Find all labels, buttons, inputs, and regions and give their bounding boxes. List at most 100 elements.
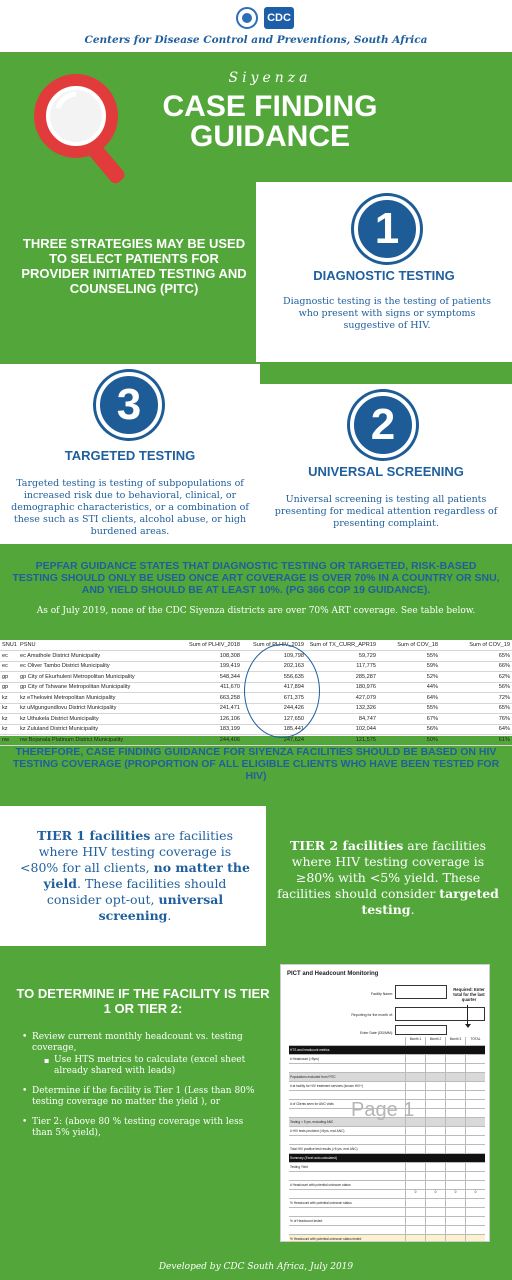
table-cell: 59,729 xyxy=(306,650,378,662)
form-row-cells xyxy=(405,1118,485,1126)
page-watermark: Page 1 xyxy=(351,1099,415,1121)
pepfar-statement: PEPFAR GUIDANCE STATES THAT DIAGNOSTIC T… xyxy=(12,560,500,596)
table-cell: 56% xyxy=(378,724,440,735)
table-cell: 285,287 xyxy=(306,671,378,683)
form-row-cells xyxy=(405,1181,485,1189)
number-2-badge: 2 xyxy=(350,392,416,458)
form-cell xyxy=(405,1145,425,1153)
form-row-label: HTS and headcount metrics xyxy=(290,1048,330,1052)
tier1-lead: TIER 1 facilities xyxy=(37,828,151,843)
form-row-label: # at facility for HIV treatment services… xyxy=(290,1084,364,1088)
form-row-label: # HIV tests provided (>5yrs, excl ANC) xyxy=(290,1129,345,1133)
form-cell xyxy=(445,1091,465,1099)
form-row-label: % Headcount with potential unknown statu… xyxy=(290,1237,362,1241)
form-cell xyxy=(425,1208,445,1216)
form-row: Summary (Excel auto-calculated) xyxy=(289,1154,485,1163)
diagnostic-desc: Diagnostic testing is the testing of pat… xyxy=(283,296,491,331)
table-cell: kz xyxy=(0,713,18,725)
table-cell: 62% xyxy=(440,671,512,683)
form-row xyxy=(289,1172,485,1181)
form-cell xyxy=(425,1082,445,1090)
form-row xyxy=(289,1208,485,1217)
form-cell xyxy=(465,1118,485,1126)
therefore-statement: THEREFORE, CASE FINDING GUIDANCE FOR SIY… xyxy=(12,746,500,782)
table-cell: gp City of Ekurhuleni Metropolitan Munic… xyxy=(18,671,170,683)
form-cell xyxy=(445,1226,465,1234)
tier2-emph-targeted: targeted testing xyxy=(361,886,499,917)
form-row: Testing > 5 yrs, excluding ANC xyxy=(289,1118,485,1127)
table-header-cell: Sum of COV_19 xyxy=(440,640,512,651)
form-cell xyxy=(445,1109,465,1117)
number-3-badge: 3 xyxy=(96,372,162,438)
form-row-cells xyxy=(405,1073,485,1081)
form-cell xyxy=(465,1208,485,1216)
date-label: Enter Date (DD/MM): xyxy=(360,1031,393,1035)
form-cell xyxy=(445,1118,465,1126)
table-cell: 55% xyxy=(378,703,440,714)
required-note: Required: Enter total for the last quart… xyxy=(453,987,485,1002)
form-cell xyxy=(465,1136,485,1144)
form-cell xyxy=(405,1217,425,1225)
form-row xyxy=(289,1064,485,1073)
form-cell xyxy=(445,1073,465,1081)
table-cell: 121,575 xyxy=(306,734,378,746)
form-cell xyxy=(425,1064,445,1072)
diagnostic-title: DIAGNOSTIC TESTING xyxy=(313,268,455,283)
form-cell xyxy=(465,1082,485,1090)
table-cell: 50% xyxy=(378,734,440,746)
tier1-mid: are facilities where HIV testing coverag… xyxy=(20,828,233,875)
form-row-cells xyxy=(405,1082,485,1090)
form-columns: Month 1 Month 2 Month 3 TOTAL xyxy=(405,1037,485,1045)
form-cell xyxy=(425,1172,445,1180)
determine-title: TO DETERMINE IF THE FACILITY IS TIER 1 O… xyxy=(16,986,270,1016)
facility-label: Facility Name: xyxy=(370,992,393,996)
form-cell xyxy=(445,1172,465,1180)
form-cell xyxy=(445,1199,465,1207)
form-row-cells xyxy=(405,1055,485,1063)
table-header-cell: SNU1 xyxy=(0,640,18,651)
form-cell xyxy=(425,1217,445,1225)
form-cell xyxy=(445,1217,465,1225)
form-cell xyxy=(445,1208,465,1216)
targeted-title: TARGETED TESTING xyxy=(64,448,196,463)
table-cell: 59% xyxy=(378,661,440,672)
tier1-end: . xyxy=(167,908,172,923)
form-row: % of Headcount tested xyxy=(289,1217,485,1226)
form-cell xyxy=(465,1235,485,1241)
form-cell xyxy=(425,1055,445,1063)
form-cell xyxy=(425,1136,445,1144)
table-cell: 427,079 xyxy=(306,692,378,704)
tier1-tail: . These facilities should consider opt-o… xyxy=(46,876,227,907)
form-cell: 0 xyxy=(405,1190,425,1198)
table-row: nw nw Bojanala Platinum District Municipa… xyxy=(0,734,512,746)
form-row-cells xyxy=(405,1136,485,1144)
form-row-cells xyxy=(405,1109,485,1117)
table-cell: 52% xyxy=(378,671,440,683)
form-cell xyxy=(425,1145,445,1153)
form-cell xyxy=(445,1127,465,1135)
form-cell xyxy=(445,1064,465,1072)
page-title: CASE FINDING GUIDANCE xyxy=(120,92,420,152)
form-row-cells xyxy=(405,1208,485,1216)
form-cell xyxy=(405,1127,425,1135)
diagnostic-card: 1 DIAGNOSTIC TESTING Diagnostic testing … xyxy=(256,182,512,362)
form-cell xyxy=(405,1208,425,1216)
form-cell xyxy=(465,1181,485,1189)
form-cell xyxy=(405,1064,425,1072)
form-row-label: Populations excluded from PITC xyxy=(290,1075,336,1079)
table-cell: kz eThekwini Metropolitan Municipality xyxy=(18,692,170,704)
form-row-cells xyxy=(405,1100,485,1108)
table-cell: 199,419 xyxy=(170,661,242,672)
form-cell: 0 xyxy=(445,1190,465,1198)
tier1-emph-universal: universal screening xyxy=(98,892,224,923)
table-header-cell: Sum of TX_CURR_APR19 xyxy=(306,640,378,651)
kicker: Siyenza xyxy=(228,70,312,86)
table-cell: 117,775 xyxy=(306,661,378,672)
form-row-cells xyxy=(405,1163,485,1171)
form-cell xyxy=(425,1127,445,1135)
table-cell: 76% xyxy=(440,713,512,725)
table-cell: kz Uthukela District Municipality xyxy=(18,713,170,725)
form-row: % Headcount with potential unknown statu… xyxy=(289,1235,485,1241)
form-cell xyxy=(465,1073,485,1081)
reporting-label: Reporting for the month of: xyxy=(351,1013,393,1017)
